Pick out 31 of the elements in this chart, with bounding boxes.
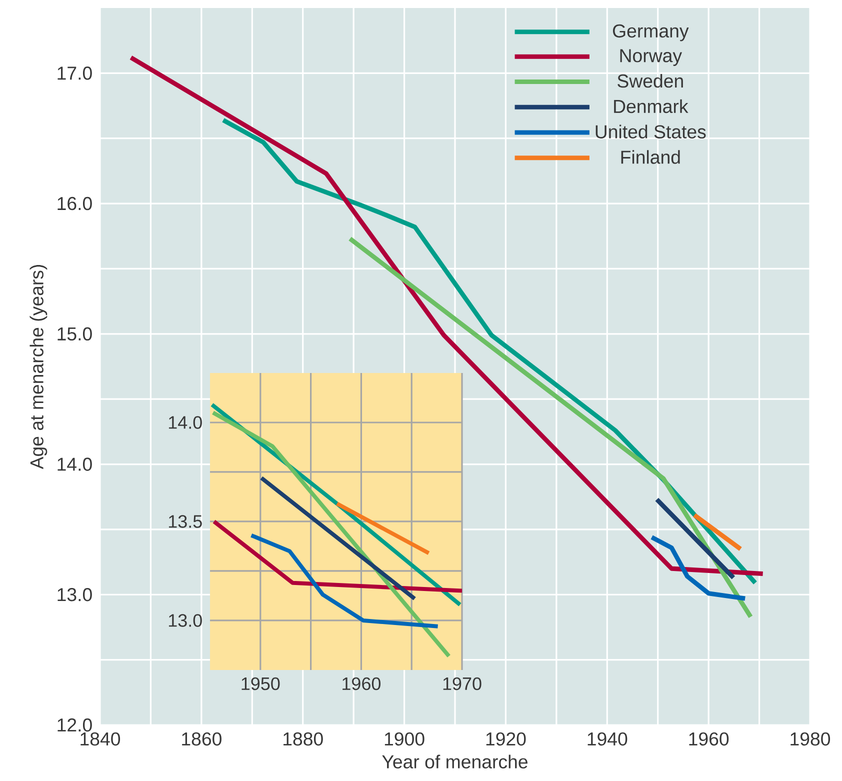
- y-tick-label: 14.0: [168, 416, 202, 429]
- y-tick-label: 13.0: [58, 588, 92, 602]
- legend-label: Norway: [620, 49, 682, 66]
- y-tick-label: 17.0: [58, 66, 92, 80]
- legend-label: United States: [596, 124, 706, 138]
- x-tick-label: 1950: [242, 677, 280, 690]
- y-tick-label: 13.0: [168, 614, 202, 627]
- line-series: [650, 534, 748, 601]
- x-tick-label: 1960: [342, 677, 381, 690]
- y-axis-title: Age at menarche (years): [30, 264, 48, 470]
- legend-label: Finland: [621, 150, 680, 164]
- x-tick-label: 1860: [182, 732, 222, 746]
- y-tick-label: 12.0: [58, 718, 92, 732]
- x-tick-label: 1980: [790, 732, 830, 746]
- line-series: [249, 533, 440, 628]
- x-tick-label: 1960: [689, 732, 729, 746]
- x-tick-label: 1970: [443, 677, 482, 690]
- y-tick-label: 15.0: [58, 327, 92, 341]
- x-tick-label: 1840: [80, 732, 120, 746]
- y-tick-label: 16.0: [58, 196, 92, 210]
- x-axis-title: Year of menarche: [382, 754, 528, 768]
- line-series: [220, 118, 758, 586]
- x-tick-label: 1920: [486, 732, 526, 746]
- legend-label: Germany: [612, 24, 689, 42]
- y-tick-label: 13.5: [168, 515, 202, 528]
- x-tick-label: 1900: [384, 732, 424, 746]
- x-tick-label: 1940: [588, 732, 628, 746]
- x-tick-label: 1880: [284, 732, 323, 746]
- legend-label: Denmark: [614, 99, 688, 114]
- legend-label: Sweden: [618, 74, 683, 88]
- y-tick-label: 14.0: [58, 458, 92, 471]
